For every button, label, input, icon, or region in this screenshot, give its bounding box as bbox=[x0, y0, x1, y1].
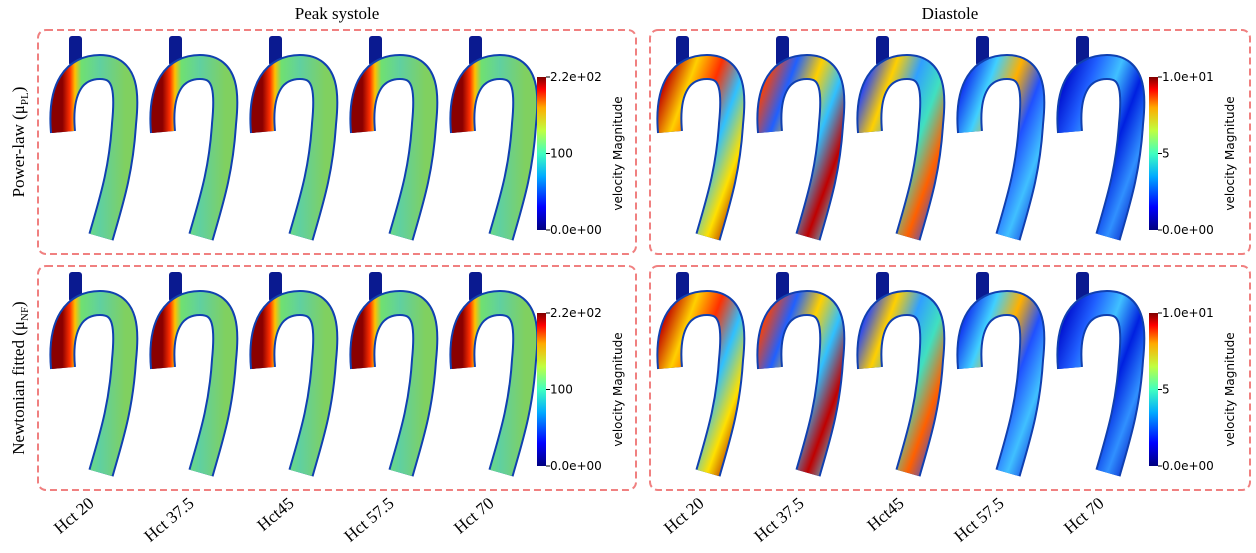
x-label: Hct 70 bbox=[450, 494, 497, 538]
aorta-flow bbox=[1069, 67, 1132, 237]
aorta-flow bbox=[969, 67, 1032, 237]
aorta bbox=[62, 36, 125, 237]
colorbar-tick-label: 1.0e+01 bbox=[1162, 70, 1214, 84]
aorta bbox=[669, 36, 732, 237]
aorta bbox=[669, 272, 732, 473]
aorta-flow bbox=[669, 303, 732, 473]
colorbar-tick-label: 5 bbox=[1162, 383, 1170, 397]
aorta-flow bbox=[262, 67, 325, 237]
aorta-flow bbox=[262, 303, 325, 473]
aorta bbox=[869, 272, 932, 473]
body: 2.2e+02 100 0.0e+00 velocity Magnitude 1.0e+… bbox=[0, 0, 1256, 553]
aorta-flow bbox=[462, 67, 525, 237]
colorbar-label: velocity Magnitude bbox=[1223, 96, 1237, 210]
colorbar-tick-label: 2.2e+02 bbox=[550, 306, 602, 320]
aorta bbox=[1069, 36, 1132, 237]
aorta bbox=[1069, 272, 1132, 473]
aorta bbox=[869, 36, 932, 237]
aorta bbox=[769, 36, 832, 237]
aorta-flow bbox=[462, 303, 525, 473]
row-label-subscript: NF bbox=[19, 307, 31, 321]
x-label: Hct 57.5 bbox=[341, 494, 398, 546]
aorta-flow bbox=[869, 67, 932, 237]
aorta-flow bbox=[162, 303, 225, 473]
aorta bbox=[462, 272, 525, 473]
x-label: Hct45 bbox=[864, 494, 908, 535]
aorta bbox=[362, 272, 425, 473]
x-label: Hct 20 bbox=[50, 494, 97, 538]
x-label: Hct 70 bbox=[1060, 494, 1107, 538]
aorta-flow bbox=[362, 303, 425, 473]
colorbar-label: velocity Magnitude bbox=[611, 96, 625, 210]
row-label: Power-law (μPL) bbox=[9, 87, 31, 198]
colorbar bbox=[1149, 77, 1158, 230]
column-title: Peak systole bbox=[295, 4, 380, 23]
aorta-flow bbox=[669, 67, 732, 237]
row-label-text: ) bbox=[9, 301, 28, 307]
aorta-flow bbox=[769, 303, 832, 473]
aorta bbox=[969, 36, 1032, 237]
row-label-text: Newtonian fitted (μ bbox=[9, 321, 28, 455]
aorta bbox=[162, 272, 225, 473]
aorta-flow bbox=[1069, 303, 1132, 473]
x-label: Hct 37.5 bbox=[141, 494, 198, 546]
colorbar-tick-label: 0.0e+00 bbox=[550, 459, 602, 473]
page: {"columns": [ {"title": "Peak systole", … bbox=[0, 0, 1256, 553]
aorta bbox=[262, 36, 325, 237]
colorbar-tick-label: 0.0e+00 bbox=[550, 223, 602, 237]
column-title: Diastole bbox=[922, 4, 979, 23]
figure: 2.2e+02 100 0.0e+00 velocity Magnitude 1.0e+… bbox=[0, 0, 1256, 553]
colorbar-tick-label: 1.0e+01 bbox=[1162, 306, 1214, 320]
colorbar-label: velocity Magnitude bbox=[611, 332, 625, 446]
colorbar-tick-label: 5 bbox=[1162, 147, 1170, 161]
aorta-flow bbox=[362, 67, 425, 237]
row-label: Newtonian fitted (μNF) bbox=[9, 301, 31, 454]
colorbar-tick-label: 2.2e+02 bbox=[550, 70, 602, 84]
aorta bbox=[769, 272, 832, 473]
row-label-text: ) bbox=[9, 87, 28, 93]
colorbar bbox=[537, 77, 546, 230]
aorta-flow bbox=[969, 303, 1032, 473]
aorta-flow bbox=[162, 67, 225, 237]
colorbar-tick-label: 0.0e+00 bbox=[1162, 223, 1214, 237]
colorbar-tick-label: 100 bbox=[550, 147, 573, 161]
aorta bbox=[462, 36, 525, 237]
x-label: Hct45 bbox=[254, 494, 298, 535]
aorta bbox=[162, 36, 225, 237]
aorta-flow bbox=[769, 67, 832, 237]
colorbar-tick-label: 0.0e+00 bbox=[1162, 459, 1214, 473]
aorta-flow bbox=[62, 303, 125, 473]
aorta-flow bbox=[869, 303, 932, 473]
x-label: Hct 57.5 bbox=[951, 494, 1008, 546]
colorbar bbox=[1149, 313, 1158, 466]
colorbar-tick-label: 100 bbox=[550, 383, 573, 397]
colorbar-label: velocity Magnitude bbox=[1223, 332, 1237, 446]
aorta bbox=[62, 272, 125, 473]
aorta bbox=[969, 272, 1032, 473]
row-label-subscript: PL bbox=[19, 92, 31, 105]
row-label-text: Power-law (μ bbox=[9, 105, 28, 197]
x-label: Hct 20 bbox=[660, 494, 707, 538]
x-label: Hct 37.5 bbox=[751, 494, 808, 546]
colorbar bbox=[537, 313, 546, 466]
aorta-flow bbox=[62, 67, 125, 237]
aorta bbox=[362, 36, 425, 237]
aorta bbox=[262, 272, 325, 473]
